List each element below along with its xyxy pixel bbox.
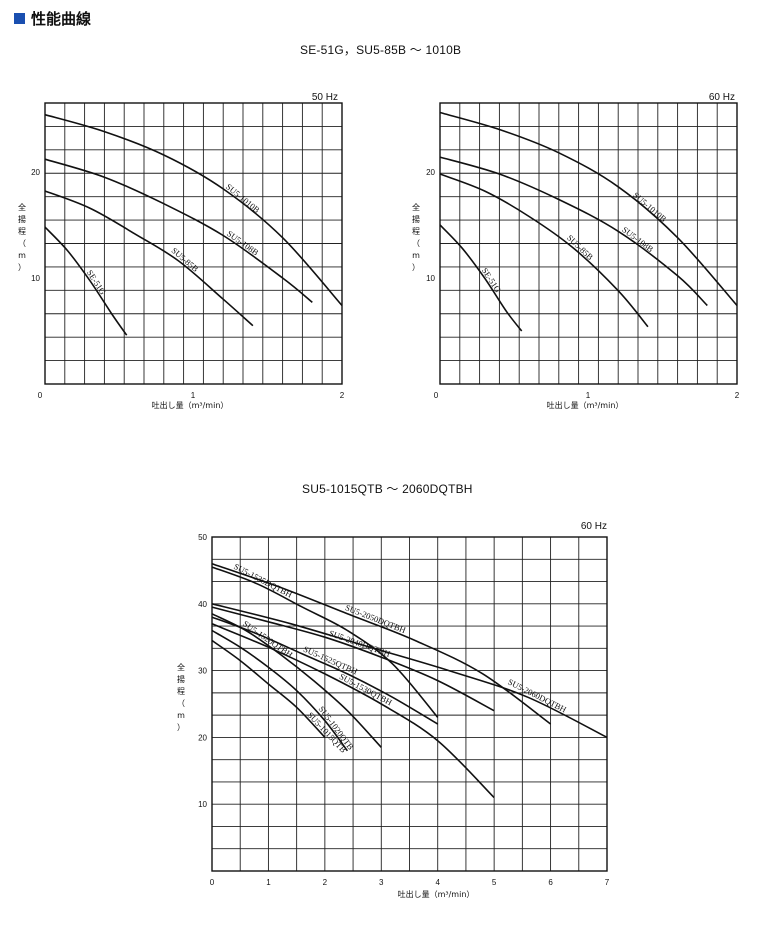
chart2-curve-su5-1535dqtbh: [211, 566, 439, 718]
chart2-curve-su5-2060dqtbh-label: SU5-2060DQTBH: [506, 677, 568, 715]
chart2-curve-su5-1020qtb: [211, 629, 349, 752]
chart2-y-tick-label: 50: [198, 533, 207, 542]
chart2-frequency-label: 60 Hz: [581, 521, 607, 532]
chart2-curve-su5-1530qtbh: [211, 623, 495, 799]
section-heading-text: 性能曲線: [31, 11, 92, 28]
chart2-x-tick-label: 3: [379, 878, 384, 887]
chart1-curve-se-51g: [439, 224, 523, 332]
chart2-curve-su5-2050dqtbh: [211, 562, 552, 725]
group-title-bottom: SU5-1015QTB ～ 2060DQTBH: [302, 482, 473, 496]
chart0-y-tick-label: 20: [31, 168, 40, 177]
chart1-y-axis-label: 全揚程（ m）: [412, 202, 420, 272]
chart2-curve-su5-2040dqtbh: [211, 606, 495, 712]
chart1-y-tick-label: 20: [426, 168, 435, 177]
chart0-x-tick-label: 1: [191, 391, 196, 400]
chart0-x-tick-label: 0: [38, 391, 43, 400]
chart2-y-tick-label: 40: [198, 600, 207, 609]
section-heading: 性能曲線: [14, 8, 91, 29]
chart2-y-axis-label: 全揚程（ m）: [177, 662, 185, 732]
chart1-x-tick-label: 1: [586, 391, 591, 400]
chart2-curve-su5-1530qtbh-label: SU5-1530QTBH: [338, 671, 394, 707]
blue-square-icon: [14, 13, 25, 24]
group-title-top: SE-51G，SU5-85B ～ 1010B: [300, 43, 462, 57]
chart0-y-axis-label: 全揚程（ m）: [18, 202, 26, 272]
chart1-x-tick-label: 0: [434, 391, 439, 400]
chart0-curve-su5-85b: [44, 190, 254, 327]
chart1-plot-frame: [439, 102, 738, 385]
chart1-curve-su5-108b: [439, 156, 708, 307]
chart0-curve-su5-108b: [44, 158, 313, 304]
chart1-x-tick-label: 2: [735, 391, 740, 400]
chart2-x-tick-label: 0: [210, 878, 215, 887]
chart2-y-tick-label: 20: [198, 733, 207, 742]
chart2-x-tick-label: 7: [605, 878, 610, 887]
chart1-x-axis-label: 吐出し量（m³/min）: [547, 400, 624, 410]
chart1-y-tick-label: 10: [426, 274, 435, 283]
chart1-curve-su5-85b: [439, 173, 649, 328]
chart1-curve-su5-1010b: [439, 111, 738, 307]
chart0-curve-su5-1010b: [44, 113, 343, 307]
chart2-x-tick-label: 6: [548, 878, 553, 887]
chart0-plot-frame: [44, 102, 343, 385]
chart2-x-tick-label: 4: [435, 878, 440, 887]
chart2-curve-su5-1525qtbh: [211, 616, 439, 725]
chart0-curve-su5-85b-label: SU5-85B: [170, 245, 201, 274]
chart0-frequency-label: 50 Hz: [312, 92, 338, 103]
chart2-x-tick-label: 1: [266, 878, 271, 887]
chart0-y-tick-label: 10: [31, 274, 40, 283]
chart2-plot-frame: [211, 536, 608, 872]
chart2-x-axis-label: 吐出し量（m³/min）: [398, 889, 475, 899]
chart0-curve-se-51g: [44, 226, 128, 336]
chart2-y-tick-label: 30: [198, 667, 207, 676]
chart1-curve-su5-85b-label: SU5-85B: [565, 233, 595, 263]
chart1-frequency-label: 60 Hz: [709, 92, 735, 103]
chart2-curve-su5-2060dqtbh: [211, 603, 608, 739]
chart2-curve-su5-1015qtb: [211, 639, 326, 738]
chart2-y-tick-label: 10: [198, 800, 207, 809]
chart2-x-tick-label: 2: [323, 878, 328, 887]
chart0-x-tick-label: 2: [340, 391, 345, 400]
chart1-curve-su5-1010b-label: SU5-1010B: [631, 190, 669, 224]
chart2-x-tick-label: 5: [492, 878, 497, 887]
chart0-x-axis-label: 吐出し量（m³/min）: [152, 400, 229, 410]
